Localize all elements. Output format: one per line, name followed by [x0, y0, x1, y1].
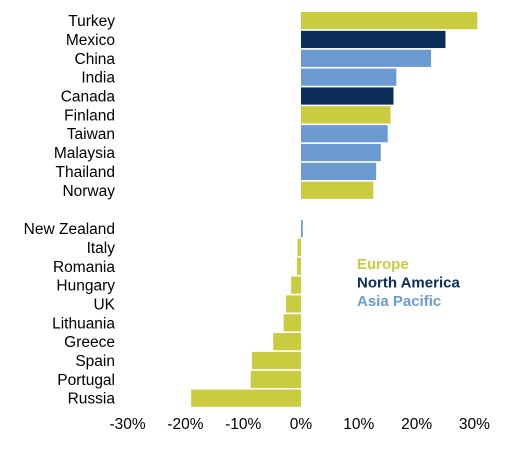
category-label: China	[75, 51, 116, 68]
category-label: Finland	[64, 107, 115, 124]
category-label: Turkey	[68, 13, 115, 30]
legend-north-america: North America	[357, 275, 460, 292]
bar-norway	[301, 181, 374, 199]
x-tick-label: -20%	[167, 416, 203, 433]
category-label: India	[81, 70, 115, 87]
bar-greece	[273, 333, 301, 351]
x-tick-label: -10%	[225, 416, 261, 433]
category-label: Romania	[53, 259, 115, 276]
category-label: Thailand	[56, 164, 115, 181]
x-tick-label: 20%	[401, 416, 432, 433]
x-tick-label: 30%	[459, 416, 490, 433]
bar-portugal	[250, 370, 301, 388]
bar-malaysia	[301, 143, 381, 162]
bar-italy	[297, 238, 301, 256]
bar-mexico	[301, 30, 446, 49]
category-label: Norway	[62, 183, 115, 200]
category-label: Spain	[75, 353, 115, 370]
category-label: Malaysia	[54, 145, 116, 162]
category-label: New Zealand	[24, 221, 115, 238]
category-label: Mexico	[66, 32, 115, 49]
category-label: Canada	[61, 89, 116, 106]
bar-turkey	[301, 12, 478, 30]
bar-spain	[251, 351, 301, 370]
category-label: Greece	[64, 334, 115, 351]
bar-thailand	[301, 162, 377, 180]
bar-hungary	[291, 276, 301, 294]
x-tick-label: 10%	[343, 416, 374, 433]
category-label: UK	[93, 296, 115, 313]
bar-finland	[301, 106, 391, 124]
category-label: Italy	[87, 240, 116, 257]
category-label: Hungary	[56, 278, 115, 295]
bar-china	[301, 49, 432, 67]
legend-asia-pacific: Asia Pacific	[357, 293, 441, 310]
category-label: Portugal	[57, 372, 115, 389]
x-tick-label: 0%	[290, 416, 313, 433]
bar-russia	[191, 389, 301, 407]
bar-india	[301, 68, 397, 86]
bar-lithuania	[283, 314, 301, 332]
category-label: Lithuania	[52, 315, 115, 332]
bar-canada	[301, 87, 394, 105]
bar-new-zealand	[301, 219, 303, 238]
category-label: Taiwan	[67, 126, 115, 143]
x-tick-label: -30%	[110, 416, 146, 433]
legend-europe: Europe	[357, 256, 409, 273]
bar-taiwan	[301, 125, 388, 143]
bar-romania	[296, 257, 301, 275]
bar-uk	[285, 295, 301, 313]
category-label: Russia	[68, 391, 116, 408]
